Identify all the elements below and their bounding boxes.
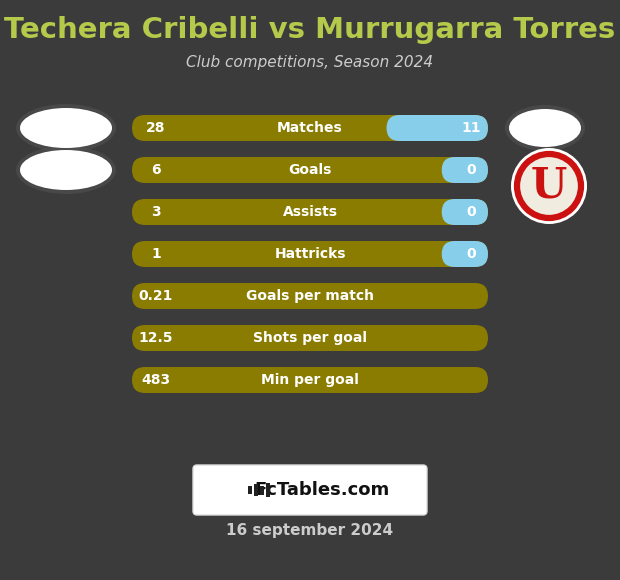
Text: 12.5: 12.5: [139, 331, 173, 345]
FancyBboxPatch shape: [260, 485, 264, 495]
Text: U: U: [531, 164, 567, 206]
Ellipse shape: [20, 150, 112, 190]
Ellipse shape: [16, 104, 116, 152]
Text: FcTables.com: FcTables.com: [254, 481, 389, 499]
Text: Min per goal: Min per goal: [261, 373, 359, 387]
Text: Matches: Matches: [277, 121, 343, 135]
FancyBboxPatch shape: [193, 465, 427, 515]
Ellipse shape: [505, 105, 585, 151]
Text: 1: 1: [151, 247, 161, 261]
Circle shape: [522, 159, 576, 213]
FancyBboxPatch shape: [441, 199, 488, 225]
Text: Shots per goal: Shots per goal: [253, 331, 367, 345]
Text: 483: 483: [141, 373, 171, 387]
Text: Goals: Goals: [288, 163, 332, 177]
FancyBboxPatch shape: [132, 199, 488, 225]
Text: Assists: Assists: [283, 205, 337, 219]
FancyBboxPatch shape: [386, 115, 488, 141]
FancyBboxPatch shape: [132, 115, 488, 141]
Circle shape: [511, 148, 587, 224]
Text: 16 september 2024: 16 september 2024: [226, 523, 394, 538]
FancyBboxPatch shape: [248, 486, 252, 494]
FancyBboxPatch shape: [132, 241, 488, 267]
Ellipse shape: [509, 109, 581, 147]
Ellipse shape: [20, 108, 112, 148]
FancyBboxPatch shape: [132, 157, 488, 183]
Text: 0: 0: [466, 163, 476, 177]
FancyBboxPatch shape: [254, 484, 258, 496]
Text: Club competitions, Season 2024: Club competitions, Season 2024: [187, 55, 433, 70]
Text: 11: 11: [461, 121, 480, 135]
Text: 0: 0: [466, 205, 476, 219]
Text: 6: 6: [151, 163, 161, 177]
Text: Techera Cribelli vs Murrugarra Torres: Techera Cribelli vs Murrugarra Torres: [4, 16, 616, 44]
FancyBboxPatch shape: [441, 241, 488, 267]
FancyBboxPatch shape: [266, 483, 270, 497]
Text: 3: 3: [151, 205, 161, 219]
FancyBboxPatch shape: [132, 367, 488, 393]
FancyBboxPatch shape: [132, 325, 488, 351]
Ellipse shape: [16, 146, 116, 194]
Text: 0: 0: [466, 247, 476, 261]
FancyBboxPatch shape: [132, 283, 488, 309]
Circle shape: [517, 154, 581, 218]
Text: Hattricks: Hattricks: [274, 247, 346, 261]
Text: 28: 28: [146, 121, 166, 135]
Text: Goals per match: Goals per match: [246, 289, 374, 303]
FancyBboxPatch shape: [441, 157, 488, 183]
Text: 0.21: 0.21: [139, 289, 173, 303]
